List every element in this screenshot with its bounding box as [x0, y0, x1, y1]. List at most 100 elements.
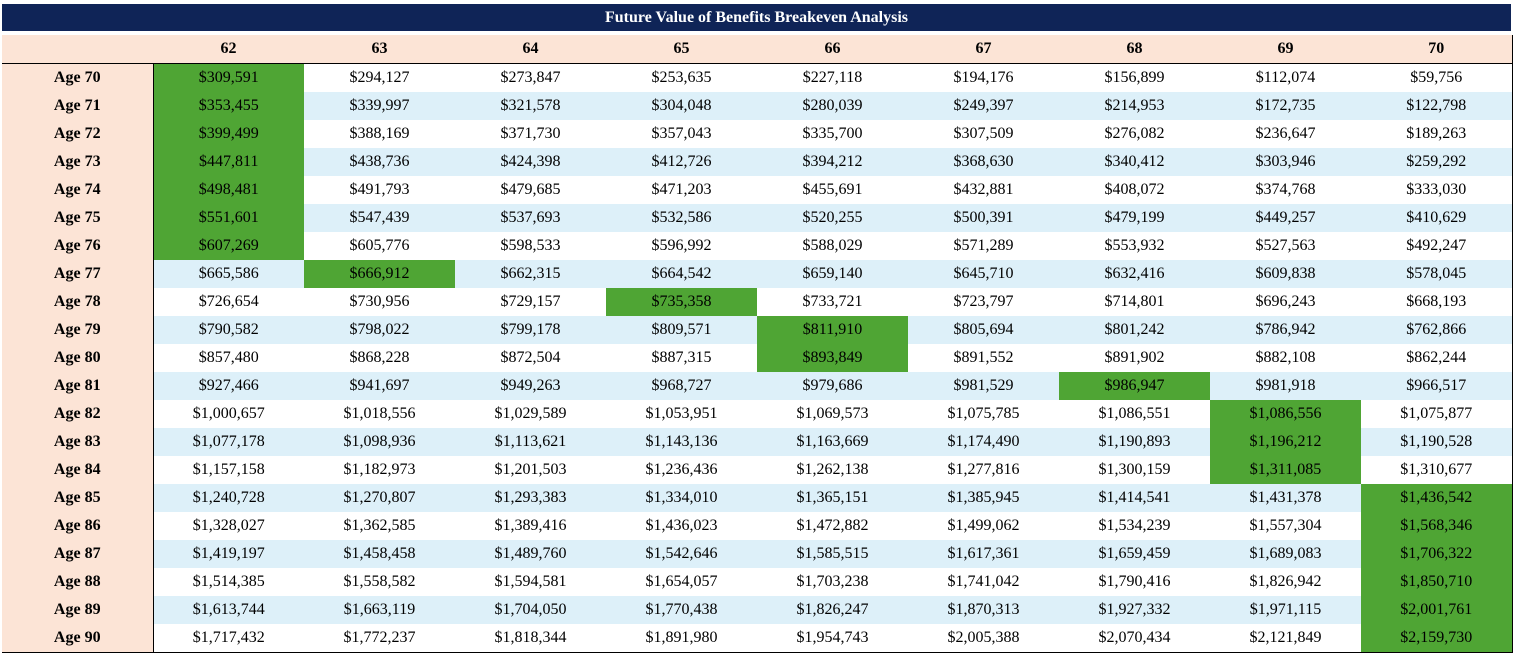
value-cell[interactable]: $1,310,677 [1361, 456, 1513, 484]
value-cell[interactable]: $1,086,551 [1059, 400, 1210, 428]
value-cell[interactable]: $122,798 [1361, 92, 1513, 120]
value-cell[interactable]: $1,772,237 [304, 624, 455, 653]
value-cell[interactable]: $471,203 [606, 176, 757, 204]
value-cell[interactable]: $412,726 [606, 148, 757, 176]
value-cell[interactable]: $714,801 [1059, 288, 1210, 316]
value-cell[interactable]: $479,199 [1059, 204, 1210, 232]
value-cell[interactable]: $1,790,416 [1059, 568, 1210, 596]
value-cell[interactable]: $1,157,158 [152, 456, 304, 484]
value-cell[interactable]: $596,992 [606, 232, 757, 260]
value-cell[interactable]: $537,693 [455, 204, 606, 232]
breakeven-cell[interactable]: $498,481 [152, 176, 304, 204]
value-cell[interactable]: $2,121,849 [1210, 624, 1361, 653]
value-cell[interactable]: $1,927,332 [1059, 596, 1210, 624]
value-cell[interactable]: $388,169 [304, 120, 455, 148]
value-cell[interactable]: $805,694 [908, 316, 1059, 344]
value-cell[interactable]: $598,533 [455, 232, 606, 260]
value-cell[interactable]: $981,918 [1210, 372, 1361, 400]
value-cell[interactable]: $432,881 [908, 176, 1059, 204]
value-cell[interactable]: $1,075,877 [1361, 400, 1513, 428]
value-cell[interactable]: $449,257 [1210, 204, 1361, 232]
value-cell[interactable]: $1,293,383 [455, 484, 606, 512]
value-cell[interactable]: $1,300,159 [1059, 456, 1210, 484]
value-cell[interactable]: $321,578 [455, 92, 606, 120]
breakeven-cell[interactable]: $986,947 [1059, 372, 1210, 400]
value-cell[interactable]: $571,289 [908, 232, 1059, 260]
value-cell[interactable]: $532,586 [606, 204, 757, 232]
value-cell[interactable]: $733,721 [757, 288, 908, 316]
value-cell[interactable]: $276,082 [1059, 120, 1210, 148]
value-cell[interactable]: $1,201,503 [455, 456, 606, 484]
value-cell[interactable]: $1,143,136 [606, 428, 757, 456]
value-cell[interactable]: $307,509 [908, 120, 1059, 148]
value-cell[interactable]: $1,703,238 [757, 568, 908, 596]
value-cell[interactable]: $189,263 [1361, 120, 1513, 148]
value-cell[interactable]: $2,005,388 [908, 624, 1059, 653]
value-cell[interactable]: $798,022 [304, 316, 455, 344]
value-cell[interactable]: $1,240,728 [152, 484, 304, 512]
value-cell[interactable]: $368,630 [908, 148, 1059, 176]
value-cell[interactable]: $927,466 [152, 372, 304, 400]
value-cell[interactable]: $1,826,247 [757, 596, 908, 624]
value-cell[interactable]: $1,018,556 [304, 400, 455, 428]
breakeven-cell[interactable]: $447,811 [152, 148, 304, 176]
value-cell[interactable]: $790,582 [152, 316, 304, 344]
value-cell[interactable]: $1,458,458 [304, 540, 455, 568]
value-cell[interactable]: $303,946 [1210, 148, 1361, 176]
value-cell[interactable]: $1,971,115 [1210, 596, 1361, 624]
breakeven-cell[interactable]: $399,499 [152, 120, 304, 148]
breakeven-cell[interactable]: $309,591 [152, 63, 304, 92]
breakeven-cell[interactable]: $1,706,322 [1361, 540, 1513, 568]
value-cell[interactable]: $1,514,385 [152, 568, 304, 596]
value-cell[interactable]: $868,228 [304, 344, 455, 372]
value-cell[interactable]: $1,499,062 [908, 512, 1059, 540]
value-cell[interactable]: $112,074 [1210, 63, 1361, 92]
value-cell[interactable]: $214,953 [1059, 92, 1210, 120]
value-cell[interactable]: $1,659,459 [1059, 540, 1210, 568]
value-cell[interactable]: $1,689,083 [1210, 540, 1361, 568]
value-cell[interactable]: $408,072 [1059, 176, 1210, 204]
breakeven-cell[interactable]: $1,311,085 [1210, 456, 1361, 484]
value-cell[interactable]: $1,431,378 [1210, 484, 1361, 512]
value-cell[interactable]: $1,436,023 [606, 512, 757, 540]
value-cell[interactable]: $1,334,010 [606, 484, 757, 512]
value-cell[interactable]: $194,176 [908, 63, 1059, 92]
value-cell[interactable]: $394,212 [757, 148, 908, 176]
value-cell[interactable]: $809,571 [606, 316, 757, 344]
value-cell[interactable]: $696,243 [1210, 288, 1361, 316]
value-cell[interactable]: $891,552 [908, 344, 1059, 372]
value-cell[interactable]: $294,127 [304, 63, 455, 92]
value-cell[interactable]: $862,244 [1361, 344, 1513, 372]
value-cell[interactable]: $1,098,936 [304, 428, 455, 456]
value-cell[interactable]: $979,686 [757, 372, 908, 400]
value-cell[interactable]: $1,190,893 [1059, 428, 1210, 456]
breakeven-cell[interactable]: $1,568,346 [1361, 512, 1513, 540]
value-cell[interactable]: $801,242 [1059, 316, 1210, 344]
value-cell[interactable]: $1,182,973 [304, 456, 455, 484]
value-cell[interactable]: $723,797 [908, 288, 1059, 316]
value-cell[interactable]: $1,053,951 [606, 400, 757, 428]
value-cell[interactable]: $1,029,589 [455, 400, 606, 428]
value-cell[interactable]: $259,292 [1361, 148, 1513, 176]
value-cell[interactable]: $966,517 [1361, 372, 1513, 400]
value-cell[interactable]: $632,416 [1059, 260, 1210, 288]
value-cell[interactable]: $1,704,050 [455, 596, 606, 624]
value-cell[interactable]: $273,847 [455, 63, 606, 92]
value-cell[interactable]: $730,956 [304, 288, 455, 316]
breakeven-cell[interactable]: $811,910 [757, 316, 908, 344]
value-cell[interactable]: $547,439 [304, 204, 455, 232]
value-cell[interactable]: $527,563 [1210, 232, 1361, 260]
value-cell[interactable]: $799,178 [455, 316, 606, 344]
value-cell[interactable]: $374,768 [1210, 176, 1361, 204]
value-cell[interactable]: $891,902 [1059, 344, 1210, 372]
breakeven-cell[interactable]: $607,269 [152, 232, 304, 260]
value-cell[interactable]: $335,700 [757, 120, 908, 148]
value-cell[interactable]: $981,529 [908, 372, 1059, 400]
value-cell[interactable]: $1,069,573 [757, 400, 908, 428]
value-cell[interactable]: $1,362,585 [304, 512, 455, 540]
value-cell[interactable]: $1,174,490 [908, 428, 1059, 456]
value-cell[interactable]: $410,629 [1361, 204, 1513, 232]
value-cell[interactable]: $1,891,980 [606, 624, 757, 653]
value-cell[interactable]: $280,039 [757, 92, 908, 120]
value-cell[interactable]: $1,236,436 [606, 456, 757, 484]
